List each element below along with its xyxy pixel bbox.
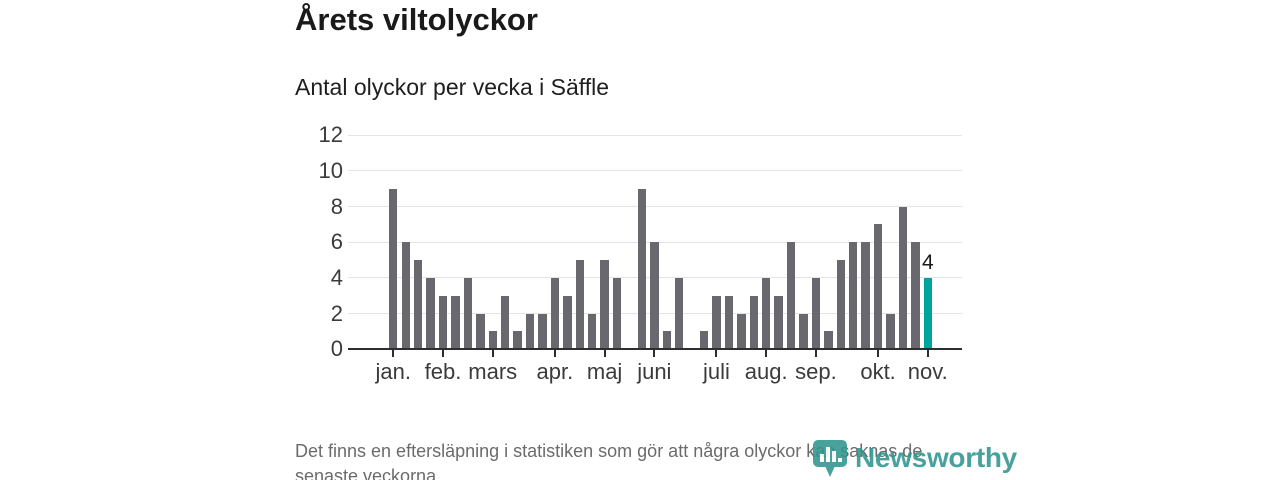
bar-week-6 — [451, 295, 460, 350]
bar-week-28 — [724, 295, 734, 350]
x-axis-tick-sep — [814, 350, 817, 357]
x-axis-label-okt: okt. — [860, 359, 896, 385]
x-axis-label-aug: aug. — [744, 359, 788, 385]
bar-week-31 — [762, 277, 771, 350]
bar-week-34 — [799, 313, 808, 350]
newsworthy-wordmark: Newsworthy — [855, 442, 1017, 473]
bar-week-43 — [911, 242, 920, 350]
footnote-text: Det finns en eftersläpning i statistiken… — [295, 441, 923, 480]
x-axis-label-feb: feb. — [424, 359, 462, 385]
bar-week-8 — [476, 313, 485, 350]
x-axis-tick-mars — [491, 350, 494, 357]
bar-week-38 — [849, 242, 858, 350]
x-axis-tick-juli — [715, 350, 718, 357]
bar-week-32 — [774, 295, 783, 350]
chart-subtitle: Antal olyckor per vecka i Säffle — [295, 74, 610, 100]
bar-week-4 — [426, 277, 435, 350]
bar-week-7 — [463, 277, 473, 350]
x-axis-label-sep: sep. — [795, 359, 837, 385]
x-axis-tick-aug — [765, 350, 768, 357]
highlight-value-label: 4 — [921, 250, 934, 274]
bar-week-35 — [811, 277, 821, 350]
bar-week-37 — [836, 260, 845, 350]
bar-week-16 — [575, 260, 584, 350]
bar-week-5 — [438, 295, 448, 350]
page-title: Årets viltolyckor — [295, 2, 538, 37]
bar-week-21 — [637, 188, 647, 350]
y-axis-label-4: 4 — [330, 264, 343, 290]
bar-week-1 — [389, 188, 398, 350]
bar-week-33 — [786, 242, 796, 350]
gridline-12 — [348, 134, 962, 136]
x-axis-label-jan: jan. — [375, 359, 412, 385]
bar-week-18 — [600, 260, 609, 350]
bar-week-29 — [737, 313, 746, 350]
x-axis-label-juni: juni — [637, 359, 672, 385]
x-axis-line — [348, 348, 962, 351]
bar-week-26 — [699, 331, 709, 350]
bar-week-42 — [898, 206, 908, 350]
x-axis-tick-apr — [553, 350, 556, 357]
x-axis-tick-juni — [653, 350, 656, 357]
bar-week-44-highlight — [923, 277, 932, 350]
bar-week-23 — [662, 331, 671, 350]
x-axis-tick-okt — [877, 350, 880, 357]
bar-week-27 — [712, 295, 721, 350]
bar-week-3 — [413, 260, 423, 350]
x-axis-label-maj: maj — [586, 359, 623, 385]
y-axis-label-6: 6 — [330, 229, 343, 255]
bar-week-30 — [749, 295, 758, 350]
bar-week-40 — [873, 224, 883, 350]
newsworthy-pin-icon — [813, 439, 847, 477]
x-axis-tick-nov — [926, 350, 929, 357]
bar-week-15 — [563, 295, 572, 350]
x-axis-tick-maj — [603, 350, 606, 357]
bar-week-36 — [824, 331, 833, 350]
bar-week-14 — [550, 277, 560, 350]
x-axis-tick-feb — [442, 350, 445, 357]
bar-week-9 — [488, 331, 497, 350]
bar-week-12 — [525, 313, 535, 350]
bar-week-39 — [861, 242, 870, 350]
y-axis-label-0: 0 — [330, 336, 343, 362]
bar-week-24 — [674, 277, 684, 350]
bar-week-17 — [587, 313, 597, 350]
bar-week-19 — [612, 277, 622, 350]
bar-week-41 — [886, 313, 895, 350]
gridline-10 — [348, 170, 962, 172]
y-axis-label-8: 8 — [330, 193, 343, 219]
x-axis-tick-jan — [392, 350, 395, 357]
gridline-8 — [348, 206, 962, 208]
bar-week-22 — [650, 242, 659, 350]
y-axis-label-2: 2 — [330, 300, 343, 326]
x-axis-label-apr: apr. — [536, 359, 574, 385]
newsworthy-logo: Newsworthy — [812, 438, 1017, 478]
bar-week-11 — [513, 331, 522, 350]
bar-week-13 — [538, 313, 547, 350]
bar-week-2 — [401, 242, 410, 350]
y-axis-label-10: 10 — [318, 157, 343, 183]
x-axis-label-nov: nov. — [907, 359, 948, 385]
y-axis-label-12: 12 — [318, 122, 343, 148]
bar-week-10 — [500, 295, 510, 350]
x-axis-label-juli: juli — [703, 359, 730, 385]
x-axis-label-mars: mars — [468, 359, 518, 385]
